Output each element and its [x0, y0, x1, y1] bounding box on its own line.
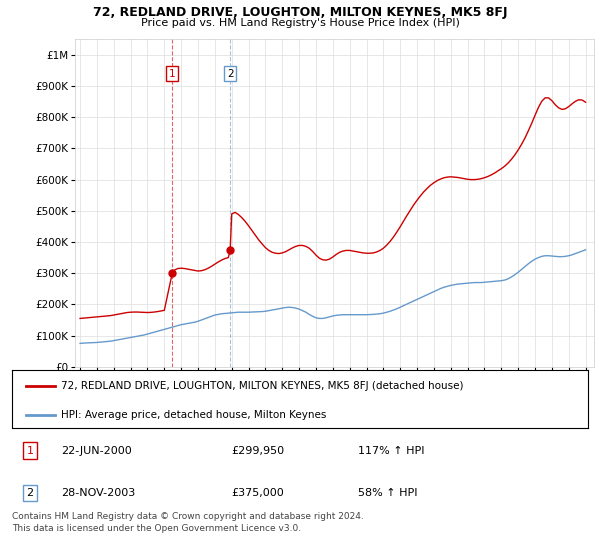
Text: 117% ↑ HPI: 117% ↑ HPI [358, 446, 424, 456]
Text: 2: 2 [227, 68, 233, 78]
Text: 28-NOV-2003: 28-NOV-2003 [61, 488, 135, 498]
Text: 2: 2 [26, 488, 34, 498]
Text: 1: 1 [169, 68, 176, 78]
Text: HPI: Average price, detached house, Milton Keynes: HPI: Average price, detached house, Milt… [61, 410, 326, 421]
Text: 1: 1 [26, 446, 34, 456]
Text: Price paid vs. HM Land Registry's House Price Index (HPI): Price paid vs. HM Land Registry's House … [140, 18, 460, 28]
Text: £299,950: £299,950 [231, 446, 284, 456]
Text: 22-JUN-2000: 22-JUN-2000 [61, 446, 132, 456]
Text: 58% ↑ HPI: 58% ↑ HPI [358, 488, 417, 498]
Text: 72, REDLAND DRIVE, LOUGHTON, MILTON KEYNES, MK5 8FJ (detached house): 72, REDLAND DRIVE, LOUGHTON, MILTON KEYN… [61, 381, 463, 391]
Text: Contains HM Land Registry data © Crown copyright and database right 2024.
This d: Contains HM Land Registry data © Crown c… [12, 512, 364, 533]
Text: 72, REDLAND DRIVE, LOUGHTON, MILTON KEYNES, MK5 8FJ: 72, REDLAND DRIVE, LOUGHTON, MILTON KEYN… [93, 6, 507, 18]
Text: £375,000: £375,000 [231, 488, 284, 498]
